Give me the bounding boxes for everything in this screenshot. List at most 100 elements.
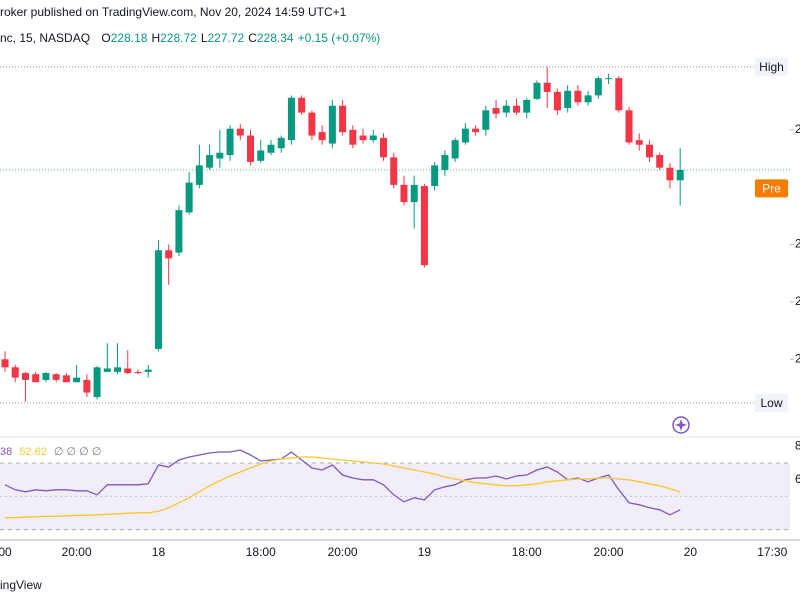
candle-body <box>216 152 224 159</box>
candle-body <box>226 128 234 156</box>
legend-value: 228.72 <box>160 31 197 45</box>
rsi-line <box>5 456 681 519</box>
y-tick-label: 2 <box>795 122 800 136</box>
candle-body <box>513 105 520 113</box>
alert-icon[interactable] <box>672 416 690 434</box>
candle-body <box>543 82 551 92</box>
candle-body <box>533 82 541 99</box>
x-tick-label: 18:00 <box>512 545 542 559</box>
candle-body <box>185 182 193 213</box>
candle-body <box>359 135 367 141</box>
candle-body <box>451 140 459 159</box>
candle-body <box>441 155 449 170</box>
x-tick-label: 20:00 <box>328 545 358 559</box>
candle-body <box>21 373 29 380</box>
candle-body <box>144 369 152 372</box>
candle-body <box>103 368 111 372</box>
candle-body <box>431 165 439 187</box>
candle-body <box>574 90 582 103</box>
x-tick-label: 17:30 <box>757 545 787 559</box>
candle-body <box>318 132 326 141</box>
candle-body <box>482 110 490 130</box>
candle-body <box>615 78 623 111</box>
candle-body <box>267 144 275 153</box>
candle-body <box>42 373 50 380</box>
candle-body <box>308 112 316 136</box>
candle-body <box>502 105 510 113</box>
candle-body <box>349 129 357 145</box>
x-tick-label: 00 <box>0 545 12 559</box>
footer: ingView <box>0 578 42 592</box>
candle-body <box>594 78 602 96</box>
candle-body <box>154 250 162 349</box>
rsi-value: 38 <box>0 446 13 458</box>
legend-label: H <box>151 31 161 45</box>
candle-body <box>339 105 347 133</box>
legend-value: 227.72 <box>207 31 245 45</box>
candle-body <box>277 137 285 149</box>
legend-label: O <box>101 31 111 45</box>
candle-body <box>257 150 265 161</box>
candle-body <box>298 97 306 113</box>
level-box <box>755 393 788 412</box>
rsi-sma-value: 52.62 <box>19 446 47 458</box>
chart: 2 2 2 2 High Low Pre 00 20:00 18 18:00 20:00 19 18:00… <box>0 57 800 559</box>
candle-body <box>523 99 531 113</box>
legend-label: L <box>200 31 208 45</box>
candle-body <box>206 155 214 168</box>
candle-body <box>62 375 70 383</box>
candle-body <box>584 95 592 103</box>
candle-body <box>83 379 91 393</box>
legend-label: C <box>248 31 257 45</box>
candle-body <box>247 135 255 162</box>
candle-body <box>32 374 40 383</box>
candle-body <box>605 78 613 80</box>
symbol: nc, 15, NASDAQ <box>0 31 91 45</box>
candle-body <box>124 368 132 374</box>
level-label: Low <box>760 396 782 410</box>
candle-body <box>328 105 336 144</box>
candle-body <box>195 165 203 185</box>
x-tick-label: 20 <box>684 545 698 559</box>
candle-body <box>420 186 428 266</box>
candle-body <box>175 210 183 253</box>
candle-body <box>73 377 81 383</box>
candle-body <box>564 90 572 109</box>
candle-body <box>52 374 60 380</box>
candle-body <box>165 250 173 259</box>
candle-body <box>1 359 9 368</box>
candle-body <box>400 184 408 203</box>
candle-body <box>410 184 418 203</box>
candle-body <box>390 157 398 185</box>
legend-value: 228.34 <box>256 31 294 45</box>
rsi-tick-label: 8 <box>795 439 800 453</box>
level-box <box>755 179 788 198</box>
x-tick-label: 20:00 <box>594 545 624 559</box>
candle-body <box>287 97 295 141</box>
candle-body <box>236 128 244 136</box>
rsi-placeholders: ∅ ∅ ∅ ∅ <box>53 446 102 458</box>
candle-body <box>635 140 643 145</box>
candle-body <box>645 144 653 158</box>
rsi-legend: 38 52.62 ∅ ∅ ∅ ∅ <box>0 445 101 458</box>
candle-body <box>472 128 480 133</box>
candle-body <box>553 91 561 111</box>
y-tick-label: 2 <box>795 294 800 308</box>
candle-body <box>625 110 633 143</box>
candle-body <box>492 108 500 114</box>
x-tick-label: 18 <box>152 545 166 559</box>
x-tick-label: 20:00 <box>62 545 92 559</box>
level-box <box>755 57 788 76</box>
x-tick-label: 18:00 <box>246 545 276 559</box>
legend-value: 228.18 <box>110 31 148 45</box>
candle-body <box>93 367 101 398</box>
candle-body <box>461 128 469 143</box>
level-label: Pre <box>762 182 781 196</box>
candle-body <box>380 137 388 158</box>
x-tick-label: 19 <box>418 545 432 559</box>
candle-body <box>656 155 664 168</box>
rsi-tick-label: 6 <box>795 472 800 486</box>
candle-body <box>114 367 122 372</box>
candle-body <box>134 371 142 374</box>
publisher-header: roker published on TradingView.com, Nov … <box>0 5 347 19</box>
